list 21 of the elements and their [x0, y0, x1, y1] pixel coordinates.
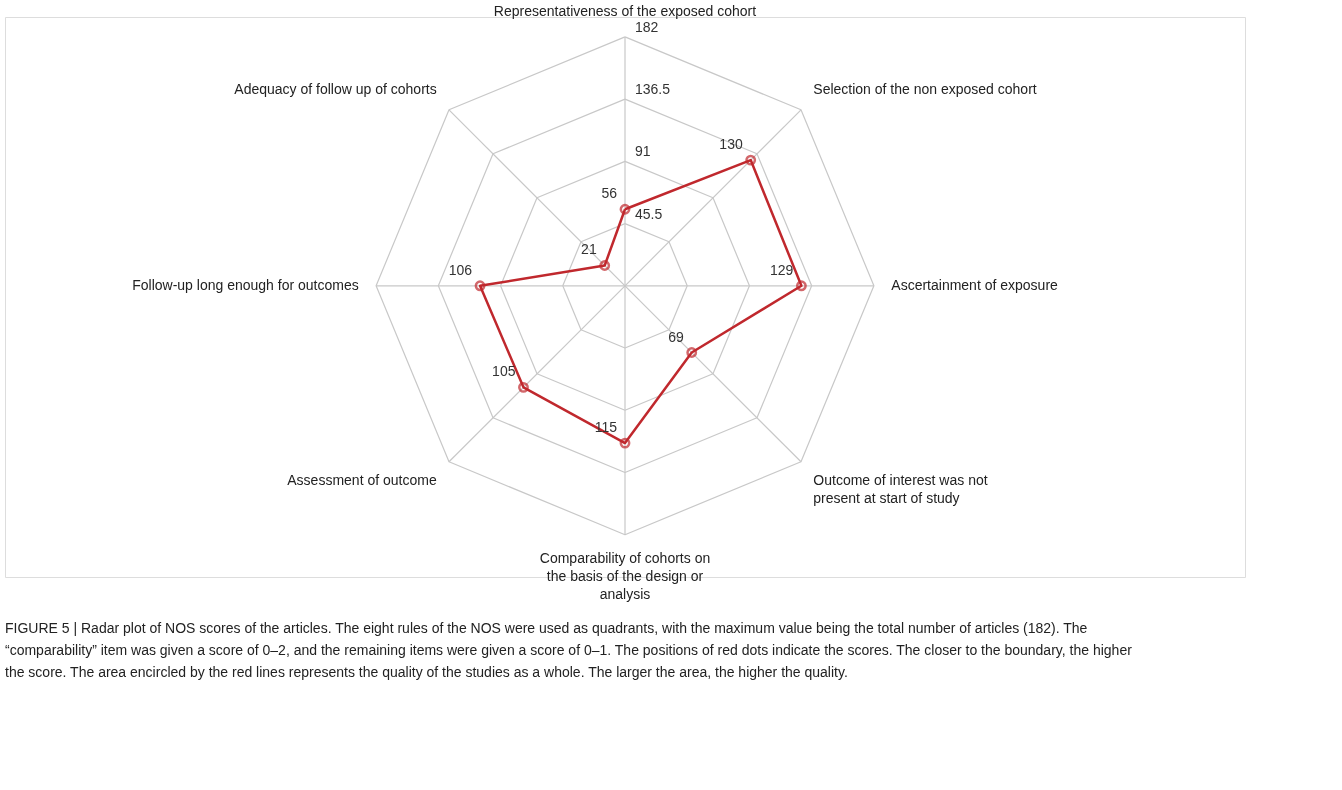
- caption: FIGURE 5 | Radar plot of NOS scores of the articles. The eight rules of the NOS were used as quadrants, with the maximum value being the total number of articles (182). The “comparability” item was given a score of 0–2, and the remaining items were given a score of 0–1. The positions of red dots indicate the scores. The closer to the boundary, the higher the score. The area encircled by the red lines represents the quality of the studies as a whole. The larger the area, the higher the quality.: [5, 620, 1133, 681]
- data-label: 115: [594, 419, 618, 436]
- data-label: 56: [601, 185, 618, 202]
- spoke-label: Ascertainment of exposure: [891, 276, 1059, 293]
- y-tick-label: 136.5: [635, 81, 671, 98]
- spoke-label: Comparability of cohorts on the basis of the design or analysis: [539, 550, 711, 603]
- y-tick-label: 91: [635, 143, 651, 160]
- y-tick-label: 182: [635, 18, 659, 35]
- spoke-label: Assessment of outcome: [287, 472, 437, 489]
- data-label: 129: [770, 261, 794, 278]
- spoke-label: Adequacy of follow up of cohorts: [234, 81, 437, 98]
- y-tick-label: 45.5: [635, 205, 663, 222]
- data-label: 105: [492, 363, 516, 380]
- spoke-label: Selection of the non exposed cohort: [813, 81, 1037, 98]
- data-label: 69: [668, 328, 684, 345]
- data-label: 21: [581, 241, 597, 258]
- data-label: 106: [448, 261, 473, 278]
- spoke-label: Follow-up long enough for outcomes: [132, 276, 359, 293]
- spoke-label: Representativeness of the exposed cohort: [493, 3, 757, 20]
- spoke-label: Outcome of interest was not present at start of study: [813, 472, 988, 507]
- data-label: 130: [719, 136, 743, 153]
